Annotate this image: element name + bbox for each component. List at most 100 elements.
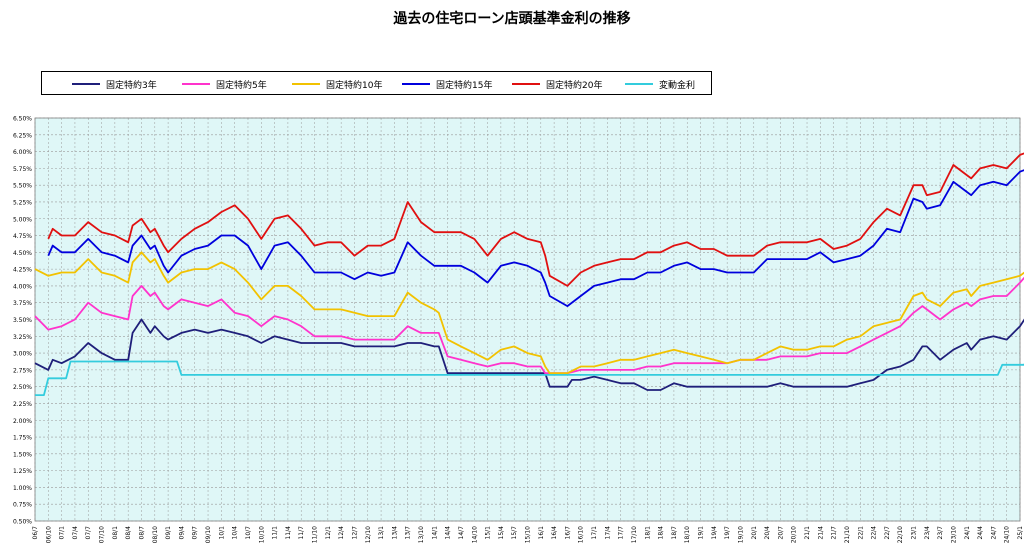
x-tick-label: 09/7 — [192, 526, 199, 540]
legend-label: 固定特約20年 — [546, 80, 603, 91]
x-tick-label: 14/4 — [445, 526, 452, 540]
y-tick-label: 2.00% — [13, 418, 32, 425]
x-tick-label: 19/10 — [737, 526, 744, 543]
x-tick-label: 06/10 — [45, 526, 52, 543]
legend-item-6: 変動金利 — [625, 76, 695, 92]
x-tick-label: 12/4 — [338, 526, 345, 540]
x-tick-label: 17/1 — [591, 526, 598, 540]
x-tick-label: 06/7 — [32, 526, 39, 540]
x-tick-label: 19/4 — [711, 526, 718, 540]
y-tick-label: 3.00% — [13, 351, 32, 358]
y-tick-label: 1.75% — [13, 435, 32, 442]
legend-swatch — [402, 83, 430, 85]
y-tick-label: 0.50% — [13, 519, 32, 526]
series-line-5 — [47, 152, 1024, 287]
y-tick-label: 5.25% — [13, 199, 32, 206]
x-tick-label: 21/10 — [844, 526, 851, 543]
y-tick-label: 6.00% — [13, 149, 32, 156]
y-tick-label: 1.00% — [13, 485, 32, 492]
y-tick-label: 5.75% — [13, 166, 32, 173]
x-tick-label: 21/7 — [831, 526, 838, 540]
legend-swatch — [512, 83, 540, 85]
x-tick-label: 15/4 — [498, 526, 505, 540]
x-tick-label: 14/7 — [458, 526, 465, 540]
x-tick-label: 10/4 — [232, 526, 239, 540]
series-line-1 — [34, 318, 1024, 391]
x-tick-label: 15/1 — [485, 526, 492, 540]
x-tick-label: 10/7 — [245, 526, 252, 540]
x-tick-label: 17/7 — [618, 526, 625, 540]
y-tick-label: 6.50% — [13, 116, 32, 123]
x-tick-label: 20/4 — [764, 526, 771, 540]
x-tick-label: 13/4 — [391, 526, 398, 540]
x-tick-label: 09/4 — [178, 526, 185, 540]
legend-label: 固定特約15年 — [436, 80, 493, 91]
x-tick-label: 23/4 — [924, 526, 931, 540]
x-tick-label: 17/4 — [604, 526, 611, 540]
x-tick-label: 19/1 — [698, 526, 705, 540]
x-tick-label: 08/7 — [138, 526, 145, 540]
x-tick-label: 11/7 — [298, 526, 305, 540]
legend-label: 固定特約3年 — [106, 80, 157, 91]
legend-swatch — [72, 83, 100, 85]
legend-swatch — [292, 83, 320, 85]
x-tick-label: 23/10 — [950, 526, 957, 543]
x-tick-label: 08/4 — [125, 526, 132, 540]
x-tick-label: 20/1 — [751, 526, 758, 540]
x-tick-label: 12/7 — [351, 526, 358, 540]
x-tick-label: 16/10 — [578, 526, 585, 543]
y-tick-label: 1.25% — [13, 468, 32, 475]
x-tick-label: 24/4 — [977, 526, 984, 540]
x-tick-label: 16/4 — [551, 526, 558, 540]
series-line-3 — [34, 251, 1024, 375]
legend: 固定特約3年 固定特約5年 固定特約10年 固定特約15年 固定特約20年 変動金利 — [41, 71, 712, 95]
x-tick-label: 13/7 — [405, 526, 412, 540]
x-tick-label: 07/10 — [99, 526, 106, 543]
series-line-6 — [35, 360, 1024, 397]
x-tick-label: 11/10 — [312, 526, 319, 543]
x-tick-label: 22/4 — [871, 526, 878, 540]
y-tick-label: 1.50% — [13, 451, 32, 458]
y-tick-label: 4.00% — [13, 283, 32, 290]
x-tick-label: 14/10 — [471, 526, 478, 543]
x-tick-label: 18/7 — [671, 526, 678, 540]
y-tick-label: 6.25% — [13, 132, 32, 139]
x-tick-label: 10/10 — [258, 526, 265, 543]
x-tick-label: 08/1 — [112, 526, 119, 540]
legend-swatch — [625, 83, 653, 85]
x-tick-label: 24/7 — [990, 526, 997, 540]
x-tick-label: 21/1 — [804, 526, 811, 540]
x-tick-label: 23/1 — [911, 526, 918, 540]
legend-item-5: 固定特約20年 — [512, 76, 602, 92]
x-tick-label: 23/7 — [937, 526, 944, 540]
x-tick-label: 16/7 — [564, 526, 571, 540]
x-tick-label: 15/10 — [525, 526, 532, 543]
y-tick-label: 4.50% — [13, 250, 32, 257]
y-tick-label: 3.50% — [13, 317, 32, 324]
plot-border — [34, 117, 1021, 522]
x-tick-label: 08/10 — [152, 526, 159, 543]
y-tick-label: 2.75% — [13, 367, 32, 374]
y-tick-label: 4.25% — [13, 267, 32, 274]
x-tick-label: 12/10 — [365, 526, 372, 543]
legend-label: 変動金利 — [659, 80, 696, 91]
x-tick-label: 07/1 — [59, 526, 66, 540]
x-tick-label: 25/1 — [1017, 526, 1024, 540]
y-tick-label: 5.00% — [13, 216, 32, 223]
x-tick-label: 18/4 — [658, 526, 665, 540]
x-tick-label: 22/1 — [857, 526, 864, 540]
x-tick-label: 07/7 — [85, 526, 92, 540]
series-line-2 — [34, 276, 1024, 375]
x-tick-label: 13/1 — [378, 526, 385, 540]
legend-label: 固定特約10年 — [326, 80, 383, 91]
y-tick-label: 5.50% — [13, 183, 32, 190]
x-tick-label: 18/10 — [684, 526, 691, 543]
legend-item-4: 固定特約15年 — [402, 76, 492, 92]
x-tick-label: 13/10 — [418, 526, 425, 543]
x-tick-label: 11/4 — [285, 526, 292, 540]
chart-title: 過去の住宅ローン店頭基準金利の推移 — [393, 11, 631, 27]
x-tick-label: 14/1 — [431, 526, 438, 540]
x-tick-label: 18/1 — [644, 526, 651, 540]
series-line-4 — [47, 169, 1024, 308]
